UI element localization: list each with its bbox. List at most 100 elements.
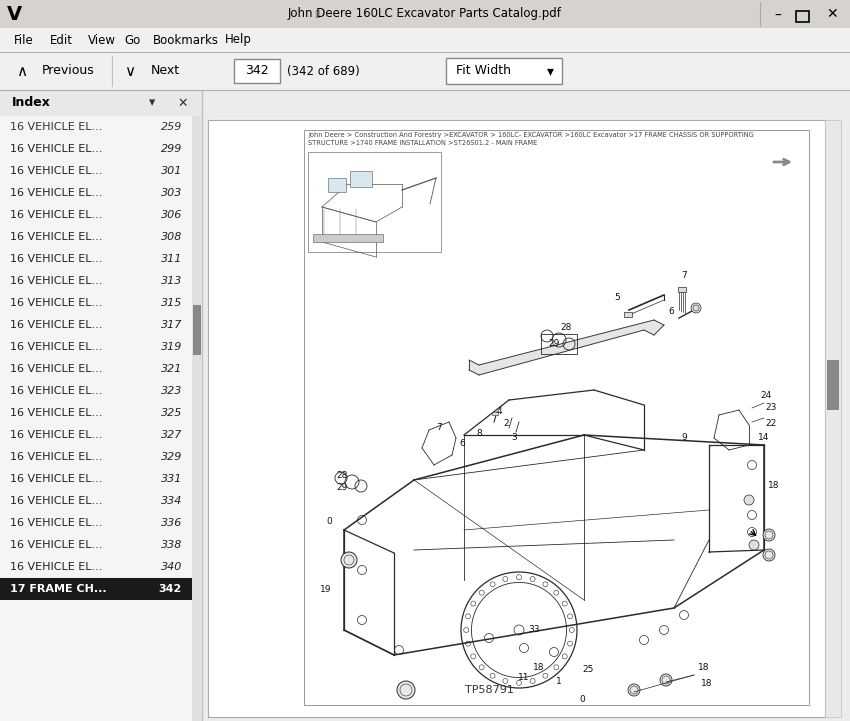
Text: 3: 3 xyxy=(511,433,517,441)
Text: 342: 342 xyxy=(159,584,182,594)
Text: Fit Width: Fit Width xyxy=(456,64,511,77)
Text: 18: 18 xyxy=(701,678,713,688)
Text: 16 VEHICLE EL...: 16 VEHICLE EL... xyxy=(10,188,102,198)
Text: 329: 329 xyxy=(161,452,182,462)
Text: 0: 0 xyxy=(326,518,332,526)
Bar xyxy=(193,305,201,355)
Bar xyxy=(796,11,809,22)
Text: 308: 308 xyxy=(161,232,182,242)
Circle shape xyxy=(341,552,357,568)
Text: Next: Next xyxy=(150,64,179,77)
Text: 7: 7 xyxy=(681,270,687,280)
Bar xyxy=(827,360,839,410)
Text: 340: 340 xyxy=(161,562,182,572)
Bar xyxy=(541,334,577,354)
Text: 7: 7 xyxy=(436,423,442,433)
Circle shape xyxy=(660,674,672,686)
Circle shape xyxy=(763,529,775,541)
Text: V: V xyxy=(7,4,21,24)
Text: 336: 336 xyxy=(161,518,182,528)
Text: Previous: Previous xyxy=(42,64,94,77)
Polygon shape xyxy=(469,320,664,375)
Text: 2: 2 xyxy=(503,420,509,428)
Text: 16 VEHICLE EL...: 16 VEHICLE EL... xyxy=(10,254,102,264)
Text: 18: 18 xyxy=(698,663,710,673)
Text: 16 VEHICLE EL...: 16 VEHICLE EL... xyxy=(10,210,102,220)
Bar xyxy=(304,130,809,705)
Text: 16 VEHICLE EL...: 16 VEHICLE EL... xyxy=(10,430,102,440)
Text: 18: 18 xyxy=(533,663,545,673)
Circle shape xyxy=(628,684,640,696)
Bar xyxy=(0,52,850,90)
Text: 306: 306 xyxy=(161,210,182,220)
Bar xyxy=(0,0,850,28)
Text: STRUCTURE >1740 FRAME INSTALLATION >ST26S01.2 - MAIN FRAME: STRUCTURE >1740 FRAME INSTALLATION >ST26… xyxy=(308,140,537,146)
Text: 325: 325 xyxy=(161,408,182,418)
Text: 11: 11 xyxy=(518,673,530,683)
Text: John Deere > Construction And Forestry >EXCAVATOR > 160LC- EXCAVATOR >160LC Exca: John Deere > Construction And Forestry >… xyxy=(308,132,754,138)
Text: 22: 22 xyxy=(765,418,777,428)
Bar xyxy=(313,234,383,242)
Bar xyxy=(0,90,202,721)
Text: ▾: ▾ xyxy=(149,97,155,110)
Text: View: View xyxy=(88,33,116,46)
Text: Edit: Edit xyxy=(50,33,73,46)
Bar xyxy=(624,312,632,317)
Text: Bookmarks: Bookmarks xyxy=(153,33,219,46)
Text: 6: 6 xyxy=(668,307,674,317)
Text: 317: 317 xyxy=(161,320,182,330)
Text: 16 VEHICLE EL...: 16 VEHICLE EL... xyxy=(10,474,102,484)
Text: 319: 319 xyxy=(161,342,182,352)
Bar xyxy=(208,120,825,717)
Text: 315: 315 xyxy=(161,298,182,308)
Text: 8: 8 xyxy=(476,428,482,438)
Text: Go: Go xyxy=(124,33,140,46)
Bar xyxy=(0,90,202,116)
Text: 16 VEHICLE EL...: 16 VEHICLE EL... xyxy=(10,342,102,352)
Text: 16 VEHICLE EL...: 16 VEHICLE EL... xyxy=(10,276,102,286)
Text: 16 VEHICLE EL...: 16 VEHICLE EL... xyxy=(10,144,102,154)
Bar xyxy=(192,116,202,721)
Bar xyxy=(825,120,841,717)
Circle shape xyxy=(691,303,701,313)
Text: 18: 18 xyxy=(768,480,779,490)
Text: 23: 23 xyxy=(765,404,777,412)
Text: 16 VEHICLE EL...: 16 VEHICLE EL... xyxy=(10,364,102,374)
Text: 338: 338 xyxy=(161,540,182,550)
Text: TP58791: TP58791 xyxy=(465,685,513,695)
Bar xyxy=(0,28,850,52)
Text: 323: 323 xyxy=(161,386,182,396)
Text: 14: 14 xyxy=(758,433,770,443)
Circle shape xyxy=(749,540,759,550)
Text: 16 VEHICLE EL...: 16 VEHICLE EL... xyxy=(10,386,102,396)
Bar xyxy=(308,152,441,252)
Text: 16 VEHICLE EL...: 16 VEHICLE EL... xyxy=(10,452,102,462)
Text: John Deere 160LC Excavator Parts Catalog.pdf: John Deere 160LC Excavator Parts Catalog… xyxy=(288,7,562,20)
Text: 327: 327 xyxy=(161,430,182,440)
Text: Index: Index xyxy=(12,97,51,110)
Text: 16 VEHICLE EL...: 16 VEHICLE EL... xyxy=(10,408,102,418)
Text: ∧: ∧ xyxy=(16,63,27,79)
Text: 16 VEHICLE EL...: 16 VEHICLE EL... xyxy=(10,232,102,242)
Text: 342: 342 xyxy=(245,64,269,77)
Bar xyxy=(678,287,686,292)
Circle shape xyxy=(744,495,754,505)
Text: 0: 0 xyxy=(579,696,585,704)
Text: 16 VEHICLE EL...: 16 VEHICLE EL... xyxy=(10,540,102,550)
Bar xyxy=(0,578,202,600)
Text: ∨: ∨ xyxy=(124,63,135,79)
Text: 303: 303 xyxy=(161,188,182,198)
Text: 334: 334 xyxy=(161,496,182,506)
Text: 4: 4 xyxy=(496,407,502,417)
Bar xyxy=(350,171,372,187)
Text: 299: 299 xyxy=(161,144,182,154)
Text: 9: 9 xyxy=(681,433,687,443)
Text: 321: 321 xyxy=(161,364,182,374)
Text: ✕: ✕ xyxy=(178,97,188,110)
Text: 25: 25 xyxy=(582,665,593,675)
Text: 17 FRAME CH...: 17 FRAME CH... xyxy=(10,584,106,594)
Circle shape xyxy=(763,549,775,561)
Text: 311: 311 xyxy=(161,254,182,264)
Text: 1: 1 xyxy=(556,678,562,686)
Text: ▾: ▾ xyxy=(547,64,553,78)
